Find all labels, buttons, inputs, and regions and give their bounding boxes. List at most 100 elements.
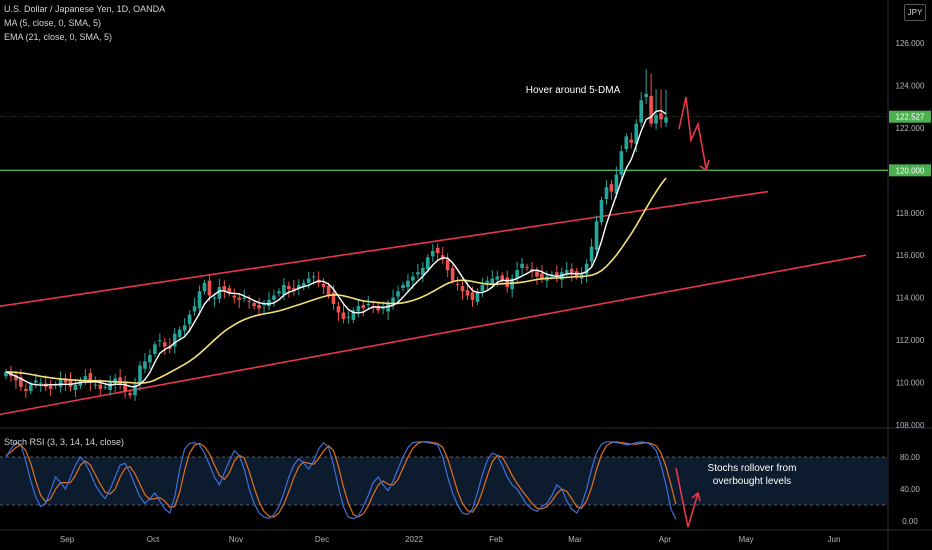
currency-badge[interactable]: JPY [904, 4, 926, 21]
channel-lower-line [0, 254, 867, 416]
candle-body [123, 381, 127, 392]
candle-body [58, 378, 63, 387]
candle-body [296, 284, 301, 289]
stoch-rsi-title: Stoch RSI (3, 3, 14, 14, close) [4, 437, 125, 447]
candle-body [500, 275, 505, 281]
candle-body [33, 380, 38, 383]
channel-upper-line [0, 190, 769, 307]
candle-body [366, 304, 371, 306]
candle-body [540, 273, 544, 279]
time-tick-label: Sep [60, 535, 75, 544]
candle-body [614, 174, 619, 194]
candle-body [306, 278, 311, 283]
candle-body [396, 291, 400, 297]
candle-body [301, 282, 306, 288]
candle-body [207, 280, 212, 296]
candle-body [386, 304, 390, 312]
candle-body [197, 291, 202, 309]
candle-body [172, 333, 177, 347]
candle-body [73, 384, 78, 390]
time-tick-label: Mar [568, 535, 582, 544]
candle-body [649, 96, 653, 124]
candles [4, 69, 668, 402]
rsi-tick-label: 80.00 [900, 453, 921, 462]
candle-body [535, 271, 539, 277]
candle-body [331, 292, 336, 305]
rsi-arrow [675, 467, 699, 528]
candle-body [654, 115, 658, 124]
candle-body [133, 384, 137, 396]
candle-body [252, 302, 256, 307]
candle-body [177, 329, 182, 337]
candle-body [326, 285, 331, 296]
time-tick-label: May [738, 535, 753, 544]
candle-body [192, 306, 197, 312]
candle-body [361, 305, 366, 309]
level-120-label: 120.000 [896, 166, 925, 175]
annotation-stochs-line1: Stochs rollover from [708, 463, 797, 474]
candle-body [664, 117, 668, 123]
candle-body [594, 221, 599, 250]
candle-body [83, 376, 88, 380]
legend-title: U.S. Dollar / Japanese Yen, 1D, OANDA [4, 4, 166, 14]
candle-body [445, 259, 450, 271]
time-tick-label: 2022 [405, 535, 423, 544]
candle-body [604, 187, 609, 199]
rsi-tick-label: 40.00 [900, 485, 921, 494]
time-tick-label: Nov [229, 535, 243, 544]
candle-body [292, 288, 296, 292]
candle-body [227, 288, 232, 294]
candle-body [381, 308, 385, 310]
candle-body [505, 277, 510, 288]
last-price-label: 122.527 [896, 113, 925, 122]
price-tick-label: 110.000 [896, 379, 925, 388]
candle-body [262, 304, 266, 306]
candle-body [450, 267, 455, 281]
candle-body [148, 354, 152, 363]
candle-body [639, 100, 643, 123]
moving-averages [5, 109, 667, 388]
candle-body [128, 393, 132, 396]
price-tick-label: 122.000 [896, 124, 925, 133]
candle-body [217, 287, 222, 299]
candle-body [19, 377, 23, 387]
candle-body [232, 295, 237, 298]
candle-body [525, 266, 529, 268]
annotation-stochs-line2: overbought levels [713, 476, 791, 487]
candle-body [411, 276, 415, 281]
price-tick-label: 112.000 [896, 336, 925, 345]
candle-body [98, 384, 103, 389]
price-tick-label: 118.000 [896, 209, 925, 218]
candle-body [341, 312, 346, 319]
candle-body [182, 325, 187, 331]
candle-body [287, 285, 291, 290]
candle-body [103, 386, 108, 388]
price-tick-label: 126.000 [896, 39, 925, 48]
stoch-rsi-lines [5, 441, 677, 520]
time-tick-label: Feb [489, 535, 503, 544]
price-arrowhead [699, 159, 710, 172]
level-120-tag [889, 164, 931, 177]
candle-body [14, 375, 18, 381]
candle-body [644, 93, 648, 98]
candle-body [282, 284, 286, 295]
ma-5-line [5, 109, 667, 388]
candle-body [470, 292, 475, 300]
candle-body [421, 267, 425, 276]
time-tick-label: Jun [828, 535, 841, 544]
candle-body [599, 200, 604, 223]
candle-body [158, 340, 162, 342]
candle-body [406, 280, 410, 288]
price-tick-label: 116.000 [896, 251, 925, 260]
candle-body [202, 282, 207, 292]
candle-body [346, 316, 351, 318]
stoch-rsi-d-line [5, 441, 677, 518]
candle-body [93, 384, 98, 386]
legend-ma: MA (5, close, 0, SMA, 5) [4, 18, 102, 28]
price-tick-label: 114.000 [896, 294, 925, 303]
candle-body [162, 342, 167, 347]
candle-body [356, 306, 361, 312]
price-arrow [678, 96, 707, 169]
candle-body [480, 284, 485, 292]
